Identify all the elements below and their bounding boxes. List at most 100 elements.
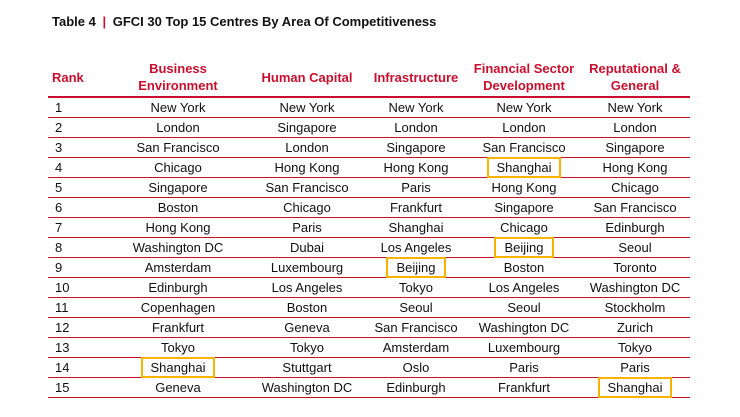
cell-infrastructure: Singapore <box>364 137 468 158</box>
cell-reputational-general: Paris <box>580 357 690 378</box>
cell-financial-sector-development: Frankfurt <box>468 377 580 398</box>
column-header-infrastructure: Infrastructure <box>364 58 468 98</box>
cell-infrastructure: Paris <box>364 177 468 198</box>
column-header-business-environment: Business Environment <box>106 58 250 98</box>
rank-cell: 4 <box>48 157 106 178</box>
cell-financial-sector-development: Hong Kong <box>468 177 580 198</box>
cell-business-environment: Tokyo <box>106 337 250 358</box>
rank-cell: 12 <box>48 317 106 338</box>
cell-financial-sector-development: London <box>468 117 580 138</box>
cell-human-capital: Luxembourg <box>250 257 364 278</box>
cell-human-capital: Singapore <box>250 117 364 138</box>
cell-financial-sector-development: Washington DC <box>468 317 580 338</box>
table-row: 2 London Singapore London London London <box>48 117 690 138</box>
cell-business-environment: Washington DC <box>106 237 250 258</box>
cell-infrastructure: Edinburgh <box>364 377 468 398</box>
competitiveness-table: Rank Business Environment Human Capital … <box>48 58 690 398</box>
table-row: 14 Shanghai Stuttgart Oslo Paris Paris <box>48 357 690 378</box>
cell-financial-sector-development: Los Angeles <box>468 277 580 298</box>
cell-business-environment: London <box>106 117 250 138</box>
table-row: 3 San Francisco London Singapore San Francis… <box>48 137 690 158</box>
table-row: 7 Hong Kong Paris Shanghai Chicago Edinburgh <box>48 217 690 238</box>
cell-infrastructure: Beijing <box>364 257 468 278</box>
cell-human-capital: San Francisco <box>250 177 364 198</box>
rank-cell: 10 <box>48 277 106 298</box>
table-row: 10 Edinburgh Los Angeles Tokyo Los Angeles Wa… <box>48 277 690 298</box>
highlighted-city: Shanghai <box>597 377 673 398</box>
column-header-reputational-general: Reputational & General <box>580 58 690 98</box>
cell-human-capital: Tokyo <box>250 337 364 358</box>
rank-cell: 8 <box>48 237 106 258</box>
cell-infrastructure: Shanghai <box>364 217 468 238</box>
highlighted-city: Beijing <box>386 257 446 278</box>
rank-cell: 15 <box>48 377 106 398</box>
cell-human-capital: Chicago <box>250 197 364 218</box>
cell-reputational-general: New York <box>580 97 690 118</box>
rank-cell: 6 <box>48 197 106 218</box>
cell-financial-sector-development: Seoul <box>468 297 580 318</box>
cell-human-capital: London <box>250 137 364 158</box>
rank-cell: 13 <box>48 337 106 358</box>
highlighted-city: Shanghai <box>486 157 562 178</box>
cell-human-capital: New York <box>250 97 364 118</box>
cell-human-capital: Stuttgart <box>250 357 364 378</box>
table-row: 11 Copenhagen Boston Seoul Seoul Stockholm <box>48 297 690 318</box>
cell-reputational-general: Washington DC <box>580 277 690 298</box>
cell-infrastructure: New York <box>364 97 468 118</box>
cell-reputational-general: Stockholm <box>580 297 690 318</box>
table-row: 4 Chicago Hong Kong Hong Kong Shanghai Hong K… <box>48 157 690 178</box>
cell-business-environment: Boston <box>106 197 250 218</box>
cell-human-capital: Washington DC <box>250 377 364 398</box>
cell-reputational-general: Shanghai <box>580 377 690 398</box>
cell-business-environment: Singapore <box>106 177 250 198</box>
highlighted-city: Shanghai <box>140 357 216 378</box>
cell-reputational-general: Singapore <box>580 137 690 158</box>
cell-reputational-general: Zurich <box>580 317 690 338</box>
cell-financial-sector-development: New York <box>468 97 580 118</box>
cell-business-environment: Chicago <box>106 157 250 178</box>
cell-financial-sector-development: Beijing <box>468 237 580 258</box>
column-header-human-capital: Human Capital <box>250 58 364 98</box>
table-label: Table 4 <box>52 14 96 29</box>
cell-human-capital: Boston <box>250 297 364 318</box>
table-row: 15 Geneva Washington DC Edinburgh Frankfurt S… <box>48 377 690 398</box>
table-row: 12 Frankfurt Geneva San Francisco Washington… <box>48 317 690 338</box>
cell-business-environment: Shanghai <box>106 357 250 378</box>
rank-cell: 7 <box>48 217 106 238</box>
rank-cell: 14 <box>48 357 106 378</box>
cell-human-capital: Geneva <box>250 317 364 338</box>
cell-infrastructure: Tokyo <box>364 277 468 298</box>
rank-cell: 11 <box>48 297 106 318</box>
header-row: Rank Business Environment Human Capital … <box>48 58 690 98</box>
cell-reputational-general: Hong Kong <box>580 157 690 178</box>
title-separator: | <box>102 14 107 29</box>
cell-financial-sector-development: Luxembourg <box>468 337 580 358</box>
table-row: 5 Singapore San Francisco Paris Hong Kong Chi… <box>48 177 690 198</box>
cell-financial-sector-development: Paris <box>468 357 580 378</box>
cell-reputational-general: Tokyo <box>580 337 690 358</box>
cell-financial-sector-development: Singapore <box>468 197 580 218</box>
rank-cell: 3 <box>48 137 106 158</box>
cell-reputational-general: Toronto <box>580 257 690 278</box>
cell-business-environment: San Francisco <box>106 137 250 158</box>
table-row: 9 Amsterdam Luxembourg Beijing Boston Toronto <box>48 257 690 278</box>
cell-human-capital: Dubai <box>250 237 364 258</box>
cell-reputational-general: London <box>580 117 690 138</box>
column-header-rank: Rank <box>48 58 106 98</box>
cell-infrastructure: Hong Kong <box>364 157 468 178</box>
cell-financial-sector-development: Shanghai <box>468 157 580 178</box>
table-body: 1 New York New York New York New York New Yor… <box>48 97 690 398</box>
rank-cell: 9 <box>48 257 106 278</box>
rank-cell: 2 <box>48 117 106 138</box>
cell-business-environment: Hong Kong <box>106 217 250 238</box>
cell-human-capital: Los Angeles <box>250 277 364 298</box>
cell-financial-sector-development: Boston <box>468 257 580 278</box>
rank-cell: 1 <box>48 97 106 118</box>
table-row: 8 Washington DC Dubai Los Angeles Beijing Seo… <box>48 237 690 258</box>
cell-infrastructure: Oslo <box>364 357 468 378</box>
cell-infrastructure: Seoul <box>364 297 468 318</box>
cell-infrastructure: London <box>364 117 468 138</box>
table-heading: GFCI 30 Top 15 Centres By Area Of Compet… <box>112 14 437 29</box>
highlighted-city: Beijing <box>494 237 554 258</box>
cell-infrastructure: San Francisco <box>364 317 468 338</box>
